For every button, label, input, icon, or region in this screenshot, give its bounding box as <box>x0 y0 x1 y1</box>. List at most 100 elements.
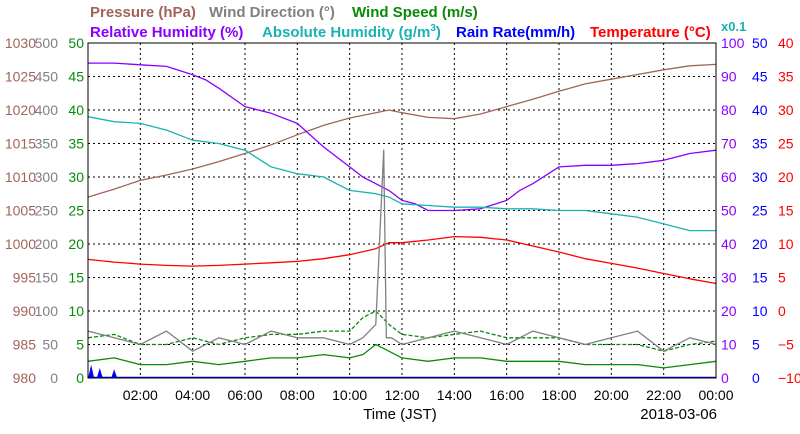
x-tick-label: 10:00 <box>332 387 367 403</box>
tick-label-wind-dir: 350 <box>35 136 59 152</box>
tick-label-wind-speed: 25 <box>68 203 84 219</box>
tick-label-rel-hum: 90 <box>721 69 737 85</box>
tick-label-pressure: 1005 <box>5 203 36 219</box>
x-tick-label: 06:00 <box>227 387 262 403</box>
legend-absolute-humidity: Absolute Humidity (g/m3) <box>262 23 441 41</box>
series-absolute-humidity <box>87 116 716 232</box>
tick-label-wind-dir: 0 <box>50 370 58 386</box>
tick-label-rel-hum: 40 <box>721 236 737 252</box>
rain-event <box>96 367 103 378</box>
tick-label-temp: 35 <box>778 69 794 85</box>
legend-rain-rate: Rain Rate(mm/h) <box>456 24 575 41</box>
legend-absolute-humidity-end: ) <box>436 24 441 41</box>
series-wind-direction <box>87 149 717 352</box>
x-axis-title: Time (JST) <box>363 406 437 423</box>
x-axis: 02:00 04:00 06:00 08:00 10:00 12:00 14:00 16:00… <box>123 387 734 403</box>
legend-scale-note: x0.1 <box>721 19 746 34</box>
tick-label-rel-hum: 60 <box>721 169 737 185</box>
tick-label-wind-speed: 20 <box>68 236 84 252</box>
legend-absolute-humidity-sup: 3 <box>430 23 436 34</box>
tick-label-wind-speed: 5 <box>76 337 84 353</box>
tick-label-rain: 35 <box>752 136 768 152</box>
tick-label-wind-speed: 10 <box>68 303 84 319</box>
x-tick-label: 04:00 <box>175 387 210 403</box>
legend-pressure: Pressure (hPa) <box>90 4 196 21</box>
tick-label-wind-dir: 200 <box>35 236 59 252</box>
tick-label-pressure: 1020 <box>5 102 36 118</box>
x-tick-label: 00:00 <box>698 387 733 403</box>
tick-label-wind-dir: 300 <box>35 169 59 185</box>
tick-label-wind-speed: 50 <box>68 35 84 51</box>
x-tick-label: 02:00 <box>123 387 158 403</box>
tick-label-wind-dir: 500 <box>35 35 59 51</box>
tick-label-rain: 40 <box>752 102 768 118</box>
tick-label-temp: 20 <box>778 169 794 185</box>
tick-label-wind-speed: 15 <box>68 270 84 286</box>
tick-label-wind-speed: 0 <box>76 370 84 386</box>
tick-label-temp: 15 <box>778 203 794 219</box>
tick-label-rel-hum: 30 <box>721 270 737 286</box>
tick-label-wind-dir: 400 <box>35 102 59 118</box>
tick-label-rel-hum: 10 <box>721 337 737 353</box>
tick-label-rel-hum: 50 <box>721 203 737 219</box>
x-tick-label: 08:00 <box>280 387 315 403</box>
tick-label-rain: 10 <box>752 303 768 319</box>
tick-label-pressure: 985 <box>13 337 37 353</box>
series-pressure-hpa <box>87 63 717 198</box>
tick-label-temp: −5 <box>778 337 794 353</box>
series-temperature-c <box>87 235 717 285</box>
tick-label-wind-dir: 450 <box>35 69 59 85</box>
x-tick-label: 12:00 <box>384 387 419 403</box>
tick-label-wind-dir: 50 <box>42 337 58 353</box>
tick-label-rel-hum: 80 <box>721 102 737 118</box>
tick-label-pressure: 1015 <box>5 136 36 152</box>
tick-label-pressure: 1010 <box>5 169 36 185</box>
x-tick-label: 14:00 <box>437 387 472 403</box>
tick-label-wind-dir: 150 <box>35 270 59 286</box>
legend-relative-humidity: Relative Humidity (%) <box>90 24 243 41</box>
tick-label-wind-dir: 250 <box>35 203 59 219</box>
tick-label-rain: 5 <box>752 337 760 353</box>
series-wind-speed-gust <box>87 310 717 352</box>
legend-wind-direction: Wind Direction (°) <box>209 4 335 21</box>
tick-label-pressure: 990 <box>13 303 37 319</box>
tick-label-pressure: 1025 <box>5 69 36 85</box>
series-wind-speed-m-s <box>87 343 717 369</box>
tick-label-rel-hum: 0 <box>721 370 729 386</box>
x-tick-label: 16:00 <box>489 387 524 403</box>
legend-absolute-humidity-label: Absolute Humidity (g/m <box>262 24 430 41</box>
rain-event <box>88 364 95 378</box>
tick-label-wind-speed: 45 <box>68 69 84 85</box>
tick-label-wind-dir: 100 <box>35 303 59 319</box>
tick-label-pressure: 995 <box>13 270 37 286</box>
tick-label-pressure: 1000 <box>5 236 36 252</box>
tick-label-temp: 5 <box>778 270 786 286</box>
right-axes: 1009080706050403020100504540353025201510… <box>721 35 800 386</box>
legend: Pressure (hPa) Wind Direction (°) Wind S… <box>90 4 746 41</box>
x-tick-label: 20:00 <box>594 387 629 403</box>
tick-label-rain: 50 <box>752 35 768 51</box>
tick-label-rain: 20 <box>752 236 768 252</box>
tick-label-pressure: 980 <box>13 370 37 386</box>
left-axes: 1030102510201015101010051000995990985980… <box>5 35 84 386</box>
tick-label-pressure: 1030 <box>5 35 36 51</box>
tick-label-temp: 25 <box>778 136 794 152</box>
tick-label-rain: 45 <box>752 69 768 85</box>
series-layer <box>87 62 717 379</box>
tick-label-rel-hum: 20 <box>721 303 737 319</box>
tick-label-rain: 0 <box>752 370 760 386</box>
tick-label-wind-speed: 40 <box>68 102 84 118</box>
tick-label-rel-hum: 70 <box>721 136 737 152</box>
grid <box>88 43 716 378</box>
tick-label-temp: 10 <box>778 236 794 252</box>
legend-wind-speed: Wind Speed (m/s) <box>352 4 478 21</box>
tick-label-rain: 25 <box>752 203 768 219</box>
tick-label-temp: −10 <box>778 370 800 386</box>
x-tick-label: 22:00 <box>646 387 681 403</box>
date-label: 2018-03-06 <box>640 406 717 423</box>
tick-label-temp: 30 <box>778 102 794 118</box>
tick-label-wind-speed: 35 <box>68 136 84 152</box>
plot-frame <box>87 42 717 379</box>
tick-label-rel-hum: 100 <box>721 35 745 51</box>
